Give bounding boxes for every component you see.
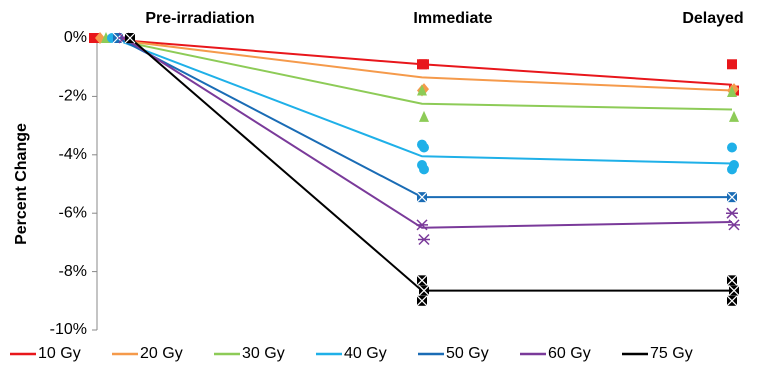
marker — [727, 164, 737, 175]
marker — [124, 32, 136, 44]
series-line — [93, 37, 733, 86]
marker — [419, 142, 429, 153]
legend-label: 60 Gy — [548, 345, 591, 362]
marker — [418, 285, 430, 297]
series-line — [105, 37, 733, 111]
marker-cross — [124, 32, 136, 44]
legend-label: 40 Gy — [344, 345, 387, 362]
marker — [726, 207, 738, 219]
marker — [416, 191, 428, 203]
marker — [89, 33, 99, 43]
marker-cross — [416, 274, 428, 286]
marker-cross — [728, 285, 740, 297]
y-tick-label: -6% — [59, 204, 87, 221]
legend-label: 50 Gy — [446, 345, 489, 362]
y-tick-label: -10% — [50, 321, 87, 338]
marker — [416, 219, 428, 231]
marker — [418, 233, 430, 246]
marker-cross — [726, 274, 738, 286]
y-tick-label: -8% — [59, 263, 87, 280]
marker — [726, 191, 738, 203]
marker — [727, 59, 737, 70]
marker-cross — [416, 295, 428, 307]
marker — [416, 274, 428, 286]
marker-cross — [726, 191, 738, 203]
marker-cross — [418, 285, 430, 297]
marker-cross — [726, 295, 738, 307]
y-tick-label: -4% — [59, 146, 87, 163]
marker — [728, 285, 740, 297]
marker — [419, 59, 429, 70]
series-line — [99, 37, 733, 92]
legend-label: 20 Gy — [140, 345, 183, 362]
category-label: Pre-irradiation — [145, 10, 254, 27]
marker — [726, 295, 738, 307]
legend-label: 10 Gy — [38, 345, 81, 362]
legend-label: 75 Gy — [650, 345, 693, 362]
series-line — [123, 37, 733, 229]
y-tick-label: -2% — [59, 88, 87, 105]
marker — [419, 164, 429, 175]
marker — [417, 84, 427, 96]
marker — [726, 274, 738, 286]
marker — [729, 110, 739, 122]
y-tick-label: 0% — [64, 29, 87, 46]
legend-label: 30 Gy — [242, 345, 285, 362]
marker — [728, 219, 740, 231]
marker — [416, 295, 428, 307]
marker — [727, 86, 737, 98]
category-label: Immediate — [413, 10, 492, 27]
marker-cross — [416, 191, 428, 203]
series-line — [111, 37, 733, 165]
marker — [419, 110, 429, 122]
marker — [727, 142, 737, 153]
series-line — [129, 37, 732, 292]
category-label: Delayed — [682, 10, 743, 27]
y-axis-label: Percent Change — [13, 123, 30, 245]
